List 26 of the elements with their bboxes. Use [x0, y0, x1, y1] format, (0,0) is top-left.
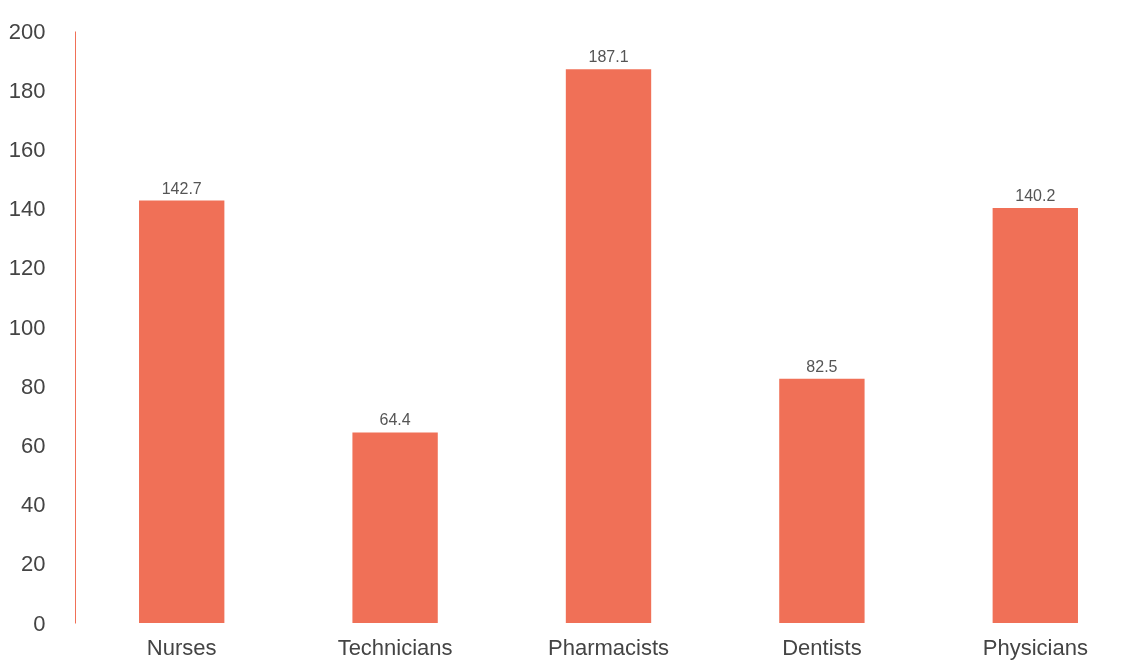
y-tick-label: 40: [21, 492, 46, 518]
data-label: 64.4: [379, 411, 411, 429]
bar: [779, 378, 865, 623]
bar: [352, 432, 438, 623]
x-tick-label: Technicians: [337, 634, 453, 660]
bar: [139, 200, 225, 623]
y-tick-label: 80: [21, 373, 46, 399]
data-label: 187.1: [588, 48, 629, 66]
data-label: 142.7: [161, 179, 202, 197]
x-tick-label: Pharmacists: [547, 634, 670, 660]
y-tick-label: 0: [33, 610, 46, 636]
x-tick-label: Physicians: [982, 634, 1088, 660]
bar: [992, 208, 1078, 623]
data-label: 82.5: [806, 357, 838, 375]
y-tick-label: 120: [8, 255, 46, 281]
y-tick-label: 200: [8, 18, 46, 44]
y-tick-label: 160: [8, 136, 46, 162]
y-tick-label: 20: [21, 551, 46, 577]
bar: [565, 69, 652, 623]
y-tick-label: 140: [8, 196, 46, 222]
x-tick-label: Dentists: [782, 634, 862, 660]
data-label: 140.2: [1015, 187, 1056, 205]
y-tick-label: 180: [8, 77, 46, 103]
y-tick-label: 100: [8, 314, 46, 340]
x-tick-label: Nurses: [146, 634, 217, 660]
y-tick-label: 60: [21, 432, 46, 458]
